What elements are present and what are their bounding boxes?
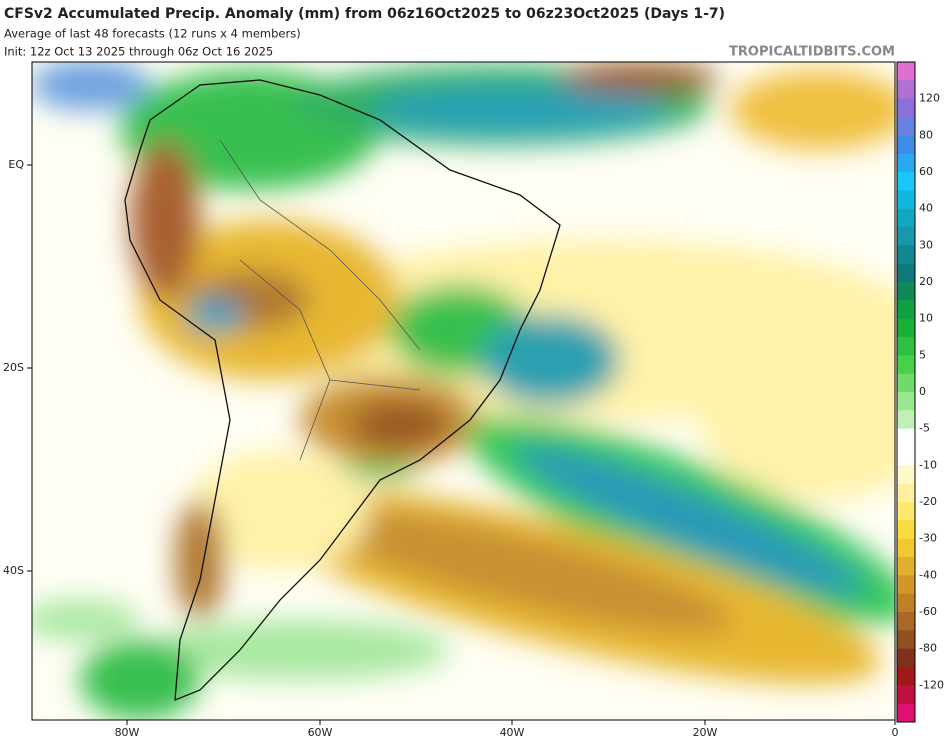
lon-label: 0 bbox=[892, 726, 899, 739]
colorbar-swatch bbox=[897, 263, 915, 283]
colorbar-swatch bbox=[897, 703, 915, 723]
lon-label: 40W bbox=[500, 726, 525, 739]
colorbar-swatch bbox=[897, 190, 915, 210]
colorbar-swatch bbox=[897, 80, 915, 100]
colorbar-swatch bbox=[897, 520, 915, 540]
colorbar-label: 80 bbox=[919, 128, 933, 141]
colorbar-swatch bbox=[897, 300, 915, 320]
anomaly-field bbox=[32, 62, 895, 720]
colorbar-label: -20 bbox=[919, 495, 937, 508]
colorbar-swatch bbox=[897, 337, 915, 356]
colorbar-label: -10 bbox=[919, 458, 937, 471]
lat-label: 40S bbox=[3, 564, 24, 577]
colorbar-swatch bbox=[897, 135, 915, 155]
colorbar-swatch bbox=[897, 355, 915, 375]
colorbar-label: -40 bbox=[919, 568, 937, 581]
colorbar-swatch bbox=[897, 245, 915, 265]
title: CFSv2 Accumulated Precip. Anomaly (mm) f… bbox=[4, 6, 725, 22]
init-time: Init: 12z Oct 13 2025 through 06z Oct 16… bbox=[4, 45, 273, 59]
colorbar-swatch bbox=[897, 318, 915, 338]
colorbar-swatch bbox=[897, 630, 915, 650]
colorbar-swatch bbox=[897, 502, 915, 521]
colorbar-swatch bbox=[897, 98, 915, 118]
colorbar-swatch bbox=[897, 208, 915, 228]
colorbar-label: -120 bbox=[919, 678, 944, 691]
colorbar-swatch bbox=[897, 685, 915, 705]
map-frame bbox=[31, 61, 896, 721]
colorbar-label: 30 bbox=[919, 238, 933, 251]
colorbar-label: 5 bbox=[919, 348, 926, 361]
colorbar-swatch bbox=[897, 153, 915, 173]
colorbar-swatch bbox=[897, 282, 915, 301]
colorbar-swatch bbox=[897, 648, 915, 668]
colorbar-swatch bbox=[897, 667, 915, 686]
colorbar-swatch bbox=[897, 172, 915, 191]
colorbar-swatch bbox=[897, 557, 915, 576]
colorbar-swatch bbox=[897, 575, 915, 595]
colorbar-swatch bbox=[897, 465, 915, 485]
colorbar-swatch bbox=[897, 612, 915, 631]
colorbar-label: -30 bbox=[919, 532, 937, 545]
colorbar-swatch bbox=[897, 373, 915, 393]
colorbar: 120 80 60 40 30 20 10 5 0 -5 -10 -20 -30 -40 -60 -80 -12… bbox=[896, 61, 944, 723]
colorbar-swatch bbox=[897, 117, 915, 136]
colorbar-swatch bbox=[897, 410, 915, 430]
lat-label: 20S bbox=[3, 361, 24, 374]
colorbar-label: 60 bbox=[919, 165, 933, 178]
colorbar-label: -80 bbox=[919, 642, 937, 655]
colorbar-label: -60 bbox=[919, 605, 937, 618]
map-area bbox=[32, 62, 895, 720]
colorbar-swatch bbox=[897, 62, 915, 81]
colorbar-swatch bbox=[897, 593, 915, 613]
colorbar-swatch bbox=[897, 227, 915, 246]
colorbar-swatch bbox=[897, 538, 915, 558]
colorbar-swatch bbox=[897, 447, 915, 466]
colorbar-swatch bbox=[897, 392, 915, 411]
lat-label: EQ bbox=[8, 158, 24, 171]
lon-label: 60W bbox=[308, 726, 333, 739]
colorbar-label: 0 bbox=[919, 385, 926, 398]
country-borders bbox=[219, 139, 421, 461]
colorbar-label: -5 bbox=[919, 422, 930, 435]
colorbar-label: 40 bbox=[919, 202, 933, 215]
colorbar-label: 20 bbox=[919, 275, 933, 288]
lon-label: 20W bbox=[693, 726, 718, 739]
colorbar-label: 120 bbox=[919, 92, 940, 105]
colorbar-label: 10 bbox=[919, 312, 933, 325]
subtitle: Average of last 48 forecasts (12 runs x … bbox=[4, 27, 301, 41]
watermark: TROPICALTIDBITS.COM bbox=[729, 45, 895, 60]
colorbar-swatch bbox=[897, 428, 915, 448]
lon-label: 80W bbox=[115, 726, 140, 739]
colorbar-swatch bbox=[897, 483, 915, 503]
continent-outline bbox=[124, 79, 561, 701]
colorbar-frame bbox=[896, 61, 916, 723]
